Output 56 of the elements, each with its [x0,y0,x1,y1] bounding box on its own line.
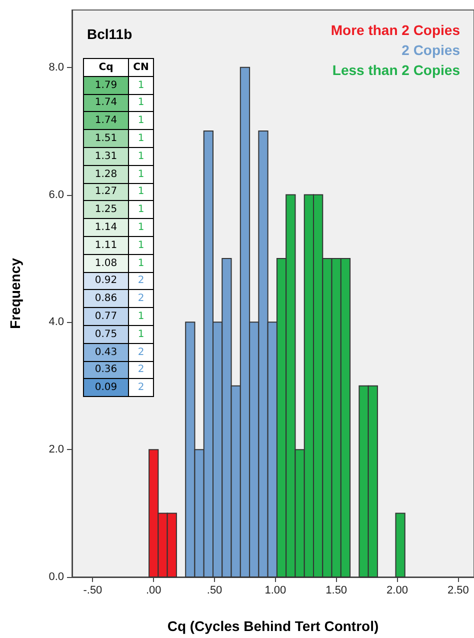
annotation: 1 [128,218,154,236]
annotation: 1.79 [84,76,128,94]
annotation: 0.86 [84,290,128,308]
annotation: 1 [128,76,154,94]
y-tick-label: 8.0 [48,61,64,74]
x-tick-label: 1.00 [264,584,286,596]
y-tick-label: 6.0 [48,188,64,201]
annotation: Cq [84,58,128,76]
annotation: 1 [128,200,154,219]
annotation: 0.92 [84,272,128,290]
x-tick-label: -.50 [83,584,102,596]
annotation: 1 [128,308,154,326]
annotation: 0.43 [84,343,128,362]
annotation: 1 [128,165,154,184]
annotation: 2 [128,378,154,397]
annotation: 1 [128,254,154,272]
annotation: 0.77 [84,308,128,326]
x-axis-title: Cq (Cycles Behind Tert Control) [167,618,379,634]
y-tick-label: 4.0 [48,316,64,328]
annotation: 1.27 [84,183,128,201]
annotation: CN [128,58,154,76]
y-tick-label: 0.0 [48,571,64,583]
annotation: 0.36 [84,361,128,379]
annotation: 1 [128,130,154,148]
annotation: 1 [128,112,154,130]
annotation: 1 [128,183,154,201]
annotation: 1.28 [84,165,128,184]
annotation: 1.74 [84,94,128,112]
y-tick-label: 2.0 [48,444,64,456]
annotation: 0.09 [84,378,128,397]
annotation: 1 [128,325,154,344]
annotation: 1.08 [84,254,128,272]
annotation: 1.31 [84,147,128,166]
annotation: 1.14 [84,218,128,236]
annotation: 1.51 [84,130,128,148]
x-tick-label: 2.50 [447,584,469,596]
x-tick-label: 1.50 [326,584,348,596]
annotation: 1 [128,94,154,112]
annotation: 2 [128,290,154,308]
x-tick-label: .50 [206,584,222,596]
text: 2 Copies [402,42,460,58]
annotation: 1.25 [84,200,128,219]
text: Bcl11b [87,26,132,42]
annotation: 1.11 [84,236,128,254]
y-axis-title: Frequency [7,258,23,329]
annotation: 2 [128,272,154,290]
annotation: 0.75 [84,325,128,344]
x-tick-label: 2.00 [386,584,408,596]
text: Less than 2 Copies [332,62,460,78]
text: More than 2 Copies [330,22,460,38]
annotation: 1 [128,147,154,166]
annotation: 2 [128,361,154,379]
annotation: 1.74 [84,112,128,130]
annotation: 1 [128,236,154,254]
annotation: 2 [128,343,154,362]
x-tick-label: .00 [146,584,162,596]
